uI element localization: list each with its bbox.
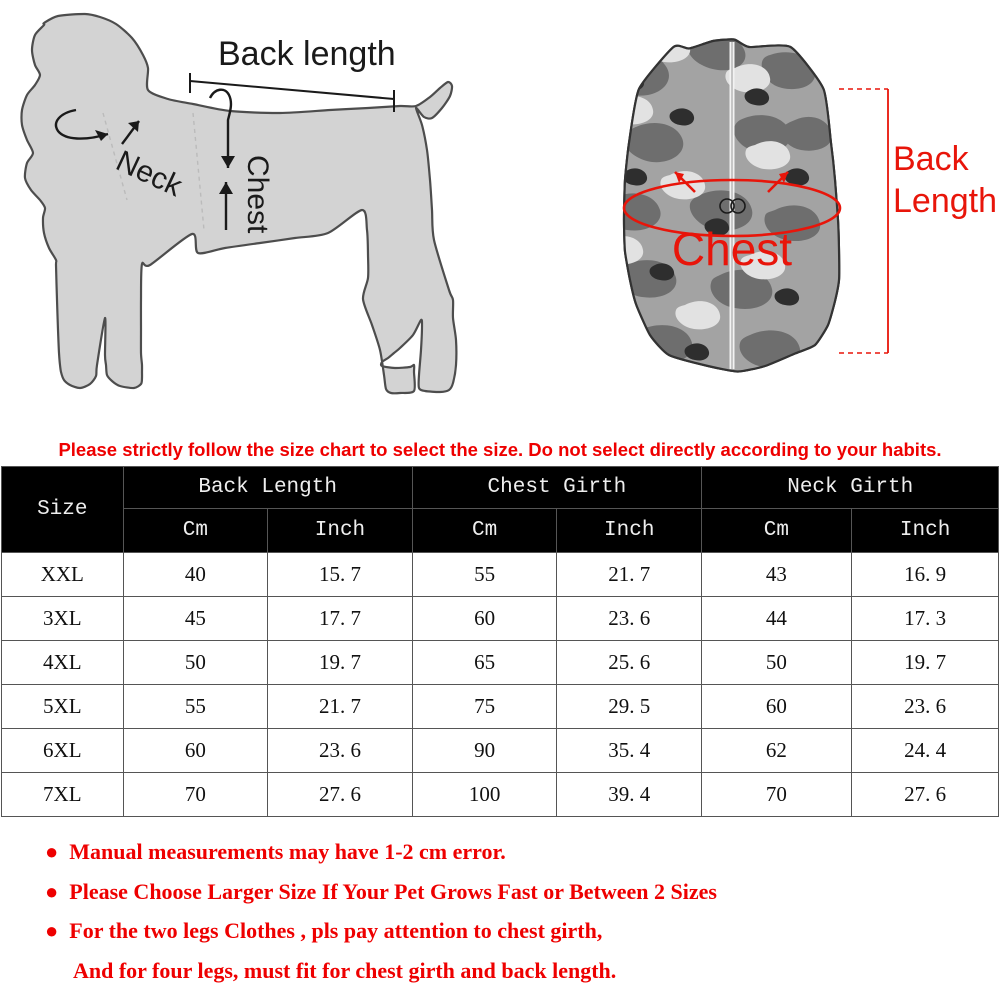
svg-text:Length: Length — [893, 182, 997, 220]
svg-text:Chest: Chest — [241, 155, 274, 234]
svg-text:Back length: Back length — [218, 35, 396, 73]
svg-text:Back: Back — [893, 140, 970, 178]
svg-text:Chest: Chest — [672, 223, 792, 275]
